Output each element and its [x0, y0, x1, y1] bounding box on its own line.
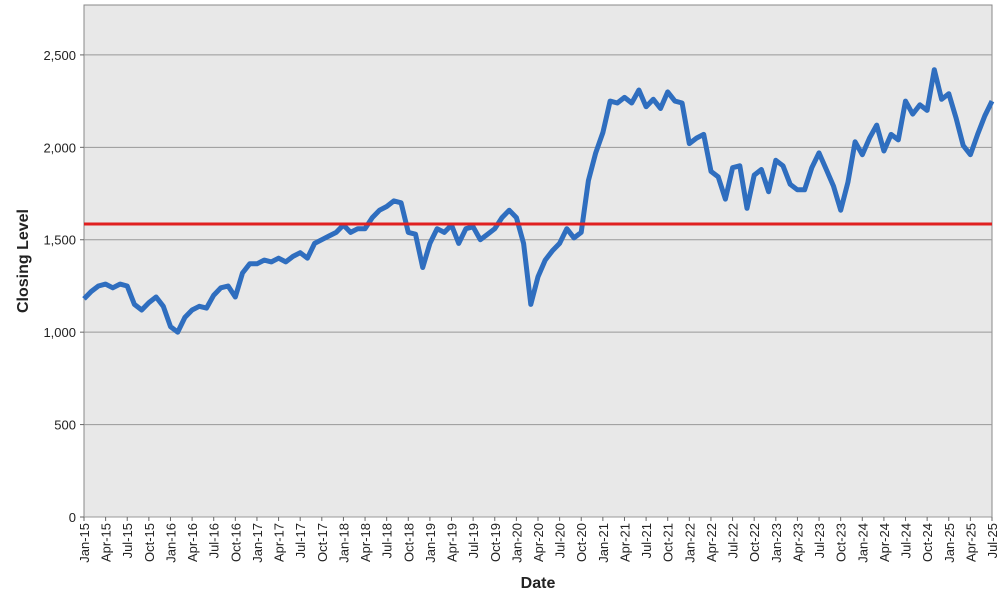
x-tick-label: Jan-18 — [336, 523, 351, 563]
data-line — [82, 67, 995, 335]
x-tick-label: Oct-22 — [747, 523, 762, 562]
x-tick-label: Oct-18 — [401, 523, 416, 562]
x-tick-label: Jan-22 — [682, 523, 697, 563]
x-tick-label: Oct-24 — [920, 523, 935, 562]
x-tick-label: Jan-20 — [509, 523, 524, 563]
x-tick-label: Jul-17 — [293, 523, 308, 558]
x-tick-label: Oct-19 — [488, 523, 503, 562]
x-tick-label: Oct-17 — [315, 523, 330, 562]
x-tick-label: Apr-17 — [272, 523, 287, 562]
x-tick-label: Apr-21 — [617, 523, 632, 562]
x-tick-label: Jul-21 — [639, 523, 654, 558]
y-tick-label: 0 — [69, 510, 76, 525]
x-tick-label: Jan-23 — [769, 523, 784, 563]
y-tick-label: 2,500 — [43, 48, 76, 63]
x-tick-label: Apr-22 — [704, 523, 719, 562]
x-tick-label: Oct-16 — [228, 523, 243, 562]
x-tick-label: Apr-16 — [185, 523, 200, 562]
y-tick-label: 500 — [54, 418, 76, 433]
y-axis-title: Closing Level — [15, 209, 32, 313]
x-tick-label: Oct-20 — [574, 523, 589, 562]
y-tick-label: 1,000 — [43, 325, 76, 340]
x-tick-label: Apr-25 — [963, 523, 978, 562]
x-tick-label: Apr-18 — [358, 523, 373, 562]
plot-area — [83, 4, 993, 518]
x-tick-label: Jul-20 — [553, 523, 568, 558]
y-tick-label: 1,500 — [43, 233, 76, 248]
x-tick-label: Jan-24 — [855, 523, 870, 563]
x-tick-label: Jul-19 — [466, 523, 481, 558]
x-tick-label: Jul-18 — [380, 523, 395, 558]
x-tick-label: Jan-21 — [596, 523, 611, 563]
x-tick-label: Jan-19 — [423, 523, 438, 563]
x-axis-title: Date — [521, 575, 556, 592]
x-tick-label: Jan-15 — [77, 523, 92, 563]
x-tick-label: Jul-16 — [207, 523, 222, 558]
x-tick-label: Jan-17 — [250, 523, 265, 563]
x-tick-label: Apr-23 — [790, 523, 805, 562]
x-tick-label: Apr-20 — [531, 523, 546, 562]
x-tick-label: Oct-15 — [142, 523, 157, 562]
x-tick-label: Jul-15 — [120, 523, 135, 558]
x-tick-label: Apr-15 — [99, 523, 114, 562]
x-tick-label: Oct-21 — [661, 523, 676, 562]
x-tick-label: Jul-25 — [985, 523, 1000, 558]
x-tick-label: Apr-19 — [445, 523, 460, 562]
x-tick-label: Jul-23 — [812, 523, 827, 558]
y-tick-label: 2,000 — [43, 140, 76, 155]
x-tick-label: Jul-22 — [726, 523, 741, 558]
x-tick-label: Jul-24 — [899, 523, 914, 558]
x-tick-label: Jan-16 — [163, 523, 178, 563]
x-tick-label: Jan-25 — [942, 523, 957, 563]
x-tick-label: Apr-24 — [877, 523, 892, 562]
x-tick-label: Oct-23 — [834, 523, 849, 562]
